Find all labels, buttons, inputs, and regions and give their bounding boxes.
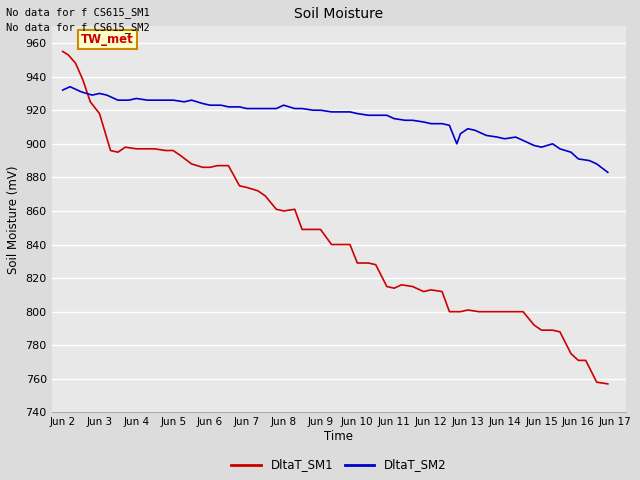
DltaT_SM1 xyxy=(162,148,170,154)
Legend: DltaT_SM1, DltaT_SM2: DltaT_SM1, DltaT_SM2 xyxy=(227,454,451,476)
DltaT_SM1 xyxy=(604,381,612,387)
DltaT_SM2 xyxy=(114,97,122,103)
X-axis label: Time: Time xyxy=(324,430,353,443)
Text: TW_met: TW_met xyxy=(81,33,134,46)
DltaT_SM2 xyxy=(59,87,67,93)
DltaT_SM1 xyxy=(243,185,251,191)
Line: DltaT_SM1: DltaT_SM1 xyxy=(63,51,608,384)
DltaT_SM1 xyxy=(177,153,184,158)
Text: No data for f CS615_SM2: No data for f CS615_SM2 xyxy=(6,22,150,33)
Y-axis label: Soil Moisture (mV): Soil Moisture (mV) xyxy=(7,165,20,274)
Text: No data for f CS615_SM1: No data for f CS615_SM1 xyxy=(6,7,150,18)
DltaT_SM2 xyxy=(409,118,417,123)
Title: Soil Moisture: Soil Moisture xyxy=(294,7,383,21)
DltaT_SM2 xyxy=(217,102,225,108)
DltaT_SM2 xyxy=(604,169,612,175)
DltaT_SM2 xyxy=(66,84,74,90)
DltaT_SM2 xyxy=(180,99,188,105)
DltaT_SM1 xyxy=(531,322,538,328)
Line: DltaT_SM2: DltaT_SM2 xyxy=(63,87,608,172)
DltaT_SM1 xyxy=(346,241,354,247)
DltaT_SM1 xyxy=(383,284,390,289)
DltaT_SM2 xyxy=(346,109,354,115)
DltaT_SM2 xyxy=(538,144,545,150)
DltaT_SM1 xyxy=(59,48,67,54)
